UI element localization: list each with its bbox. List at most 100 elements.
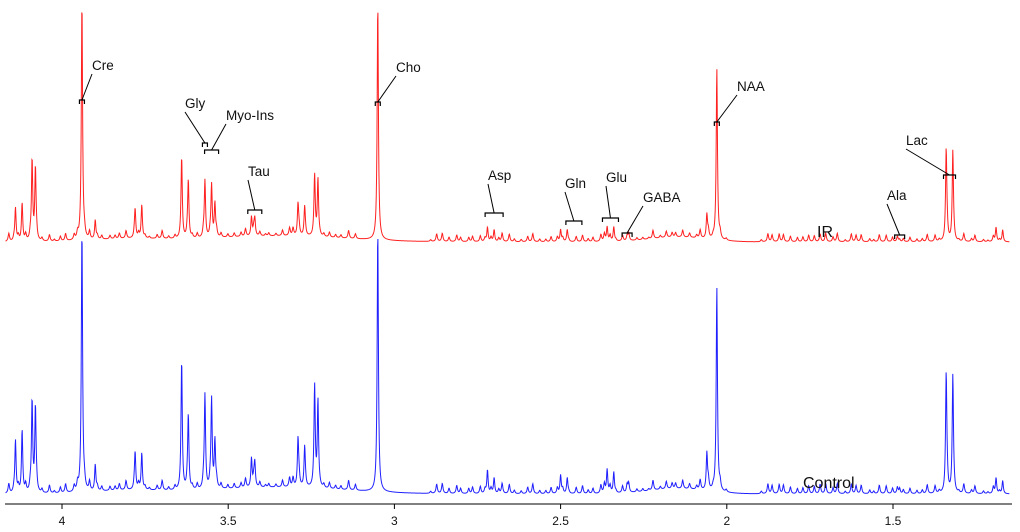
annotation-myo-ins: Myo-Ins <box>203 108 274 154</box>
peak-point-ir-5 <box>95 222 96 223</box>
peak-point-control-11 <box>211 404 212 405</box>
x-axis-ticks: 4 3.5 3 2.5 2 1.5 <box>59 504 902 528</box>
x-tick-label-2: 3 <box>391 514 398 528</box>
annotation-leader-gln <box>564 191 575 222</box>
annotation-cho: Cho <box>374 60 421 106</box>
annotation-leader-cre <box>81 73 93 101</box>
peak-point-control-28 <box>716 289 717 290</box>
annotation-leader-myo-ins <box>211 123 227 151</box>
peak-point-control-24 <box>607 470 608 471</box>
peak-point-ir-1 <box>22 203 23 204</box>
peak-point-control-13 <box>251 465 252 466</box>
peak-point-control-0 <box>15 441 16 442</box>
annotation-bracket-cre <box>78 99 86 104</box>
peak-point-ir-14 <box>254 225 255 226</box>
series-line-ir <box>5 12 1010 243</box>
peak-point-ir-8 <box>181 163 182 164</box>
x-tick-label-3: 2.5 <box>552 514 569 528</box>
peak-point-ir-15 <box>297 210 298 211</box>
peak-point-ir-28 <box>716 70 717 71</box>
peak-point-ir-9 <box>188 184 189 185</box>
annotation-label-lac: Lac <box>906 133 928 148</box>
annotation-label-gln: Gln <box>565 176 586 191</box>
peak-annotations: Cre Gly Myo-Ins Tau Cho Asp Gln Glu GABA NAA Ala La… <box>78 58 957 239</box>
peak-point-control-9 <box>188 420 189 421</box>
peak-point-control-23 <box>567 478 568 479</box>
trace-label-control: Control <box>803 475 855 492</box>
peak-point-control-12 <box>214 446 215 447</box>
peak-point-ir-11 <box>211 189 212 190</box>
series-line-control <box>5 239 1010 495</box>
annotation-naa: NAA <box>713 79 765 126</box>
annotation-leader-cho <box>377 75 397 103</box>
annotation-label-cre: Cre <box>92 58 114 73</box>
peak-point-control-19 <box>377 231 378 232</box>
peak-point-ir-13 <box>251 222 252 223</box>
peak-point-ir-26 <box>626 237 627 238</box>
annotation-leader-lac <box>905 148 950 176</box>
annotation-bracket-gln <box>565 220 583 225</box>
peak-point-control-26 <box>626 486 627 487</box>
annotation-leader-asp <box>487 183 495 214</box>
peak-point-control-14 <box>254 470 255 471</box>
annotation-label-gly: Gly <box>185 96 206 111</box>
annotation-lac: Lac <box>905 133 957 179</box>
annotation-bracket-asp <box>484 212 504 217</box>
annotation-gln: Gln <box>564 176 586 225</box>
peak-point-control-33 <box>1002 480 1003 481</box>
peak-point-control-25 <box>613 472 614 473</box>
peak-point-control-7 <box>141 457 142 458</box>
peak-point-ir-7 <box>141 208 142 209</box>
peak-point-control-8 <box>181 368 182 369</box>
peak-point-ir-16 <box>304 213 305 214</box>
annotation-leader-gly <box>184 111 206 144</box>
annotation-asp: Asp <box>484 168 511 217</box>
peak-point-control-16 <box>304 454 305 455</box>
peak-point-ir-30 <box>946 151 947 152</box>
x-tick-label-1: 3.5 <box>220 514 237 528</box>
peak-point-control-2 <box>31 402 32 403</box>
peak-point-ir-17 <box>314 182 315 183</box>
peak-point-ir-18 <box>317 184 318 185</box>
annotation-gaba: GABA <box>621 190 681 237</box>
peak-point-control-29 <box>899 488 900 489</box>
x-tick-label-4: 2 <box>723 514 730 528</box>
annotation-label-myo-ins: Myo-Ins <box>226 108 274 123</box>
peak-point-control-32 <box>995 478 996 479</box>
peak-point-control-18 <box>317 407 318 408</box>
annotation-label-gaba: GABA <box>643 190 681 205</box>
annotation-leader-tau <box>247 179 256 211</box>
peak-point-control-27 <box>706 457 707 458</box>
annotation-bracket-glu <box>601 217 620 222</box>
peak-point-ir-3 <box>35 170 36 171</box>
annotation-leader-glu <box>605 185 611 219</box>
annotation-label-ala: Ala <box>887 188 907 203</box>
peak-point-ir-31 <box>952 151 953 152</box>
peak-point-ir-4 <box>81 3 82 4</box>
peak-point-control-1 <box>22 431 23 432</box>
x-tick-label-5: 1.5 <box>885 514 902 528</box>
annotation-gly: Gly <box>184 96 209 147</box>
annotation-label-tau: Tau <box>248 164 270 179</box>
trace-labels: IR Control <box>803 224 855 492</box>
peak-point-ir-0 <box>15 208 16 209</box>
peak-point-ir-12 <box>214 208 215 209</box>
peak-point-control-6 <box>135 457 136 458</box>
trace-label-ir: IR <box>817 224 833 241</box>
peak-point-control-30 <box>946 376 947 377</box>
peak-point-ir-24 <box>607 227 608 228</box>
annotation-glu: Glu <box>601 170 627 222</box>
peak-point-ir-33 <box>1002 230 1003 231</box>
annotation-leader-naa <box>716 94 738 123</box>
peak-point-control-10 <box>204 399 205 400</box>
annotation-bracket-tau <box>247 209 263 214</box>
annotation-tau: Tau <box>247 164 270 214</box>
annotation-leader-gaba <box>626 205 644 234</box>
annotation-bracket-gly <box>201 142 209 147</box>
peak-point-ir-23 <box>567 230 568 231</box>
peak-point-ir-25 <box>613 227 614 228</box>
peak-point-control-4 <box>81 231 82 232</box>
annotation-bracket-naa <box>713 121 720 126</box>
